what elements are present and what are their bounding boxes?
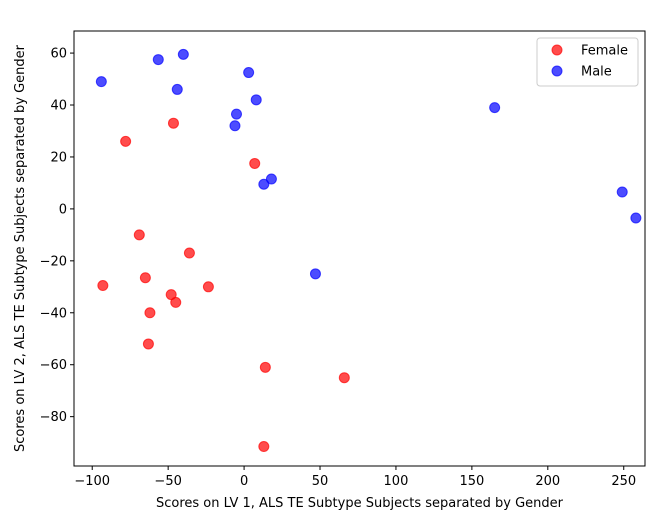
data-point-female xyxy=(202,281,214,293)
data-point-male xyxy=(630,212,642,224)
x-axis-label: Scores on LV 1, ALS TE Subtype Subjects … xyxy=(156,496,564,511)
data-point-male xyxy=(309,268,321,280)
y-tick-label: −80 xyxy=(40,410,67,425)
data-point-male xyxy=(616,186,628,198)
data-point-male xyxy=(243,67,255,79)
data-point-female xyxy=(259,361,271,373)
data-point-female xyxy=(170,296,182,308)
y-axis-label: Scores on LV 2, ALS TE Subtype Subjects … xyxy=(13,44,28,452)
legend: Female Male xyxy=(536,37,639,87)
data-point-female xyxy=(142,338,154,350)
data-point-male xyxy=(489,102,501,114)
x-tick-label: 0 xyxy=(240,474,248,489)
plot-area-frame xyxy=(73,30,646,467)
legend-marker xyxy=(551,65,563,77)
x-tick-label: 50 xyxy=(312,474,329,489)
data-point-male xyxy=(250,94,262,106)
data-point-female xyxy=(258,441,270,453)
data-point-male xyxy=(229,120,241,132)
y-tick-label: −20 xyxy=(40,254,67,269)
y-axis-ticks: −80 −60 −40 −20 0 20 40 60 xyxy=(40,47,74,425)
data-point-female xyxy=(183,247,195,259)
data-point-female xyxy=(144,307,156,319)
legend-marker xyxy=(551,44,563,56)
x-tick-label: 200 xyxy=(535,474,560,489)
data-point-female xyxy=(167,117,179,129)
legend-item-male: Male xyxy=(551,65,612,80)
data-point-female xyxy=(249,157,261,169)
y-tick-label: 20 xyxy=(50,150,67,165)
y-tick-label: 0 xyxy=(59,202,67,217)
x-tick-label: 100 xyxy=(384,474,409,489)
y-tick-label: −40 xyxy=(40,306,67,321)
data-point-male xyxy=(258,178,270,190)
data-point-male xyxy=(152,54,164,66)
x-axis-ticks: −100 −50 0 50 100 150 200 250 xyxy=(74,466,636,489)
data-point-male xyxy=(95,76,107,88)
x-tick-label: −50 xyxy=(154,474,181,489)
legend-label: Female xyxy=(581,44,628,59)
x-tick-label: 150 xyxy=(459,474,484,489)
data-point-female xyxy=(338,372,350,384)
legend-item-female: Female xyxy=(551,44,628,59)
data-point-male xyxy=(177,48,189,60)
data-point-male xyxy=(230,108,242,120)
legend-label: Male xyxy=(581,65,612,80)
series-female xyxy=(97,117,350,453)
series-male xyxy=(95,48,642,280)
data-point-female xyxy=(120,135,132,147)
y-tick-label: −60 xyxy=(40,358,67,373)
plot-points xyxy=(95,48,642,453)
y-tick-label: 60 xyxy=(50,47,67,62)
data-point-male xyxy=(265,173,277,185)
x-tick-label: 250 xyxy=(611,474,636,489)
x-tick-label: −100 xyxy=(74,474,110,489)
data-point-female xyxy=(97,280,109,292)
data-point-male xyxy=(171,83,183,95)
data-point-female xyxy=(139,272,151,284)
y-tick-label: 40 xyxy=(50,99,67,114)
data-point-female xyxy=(133,229,145,241)
